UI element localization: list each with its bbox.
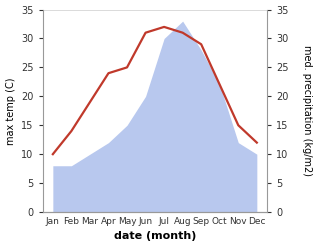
Y-axis label: med. precipitation (kg/m2): med. precipitation (kg/m2) xyxy=(302,45,313,176)
X-axis label: date (month): date (month) xyxy=(114,231,196,242)
Y-axis label: max temp (C): max temp (C) xyxy=(5,77,16,144)
